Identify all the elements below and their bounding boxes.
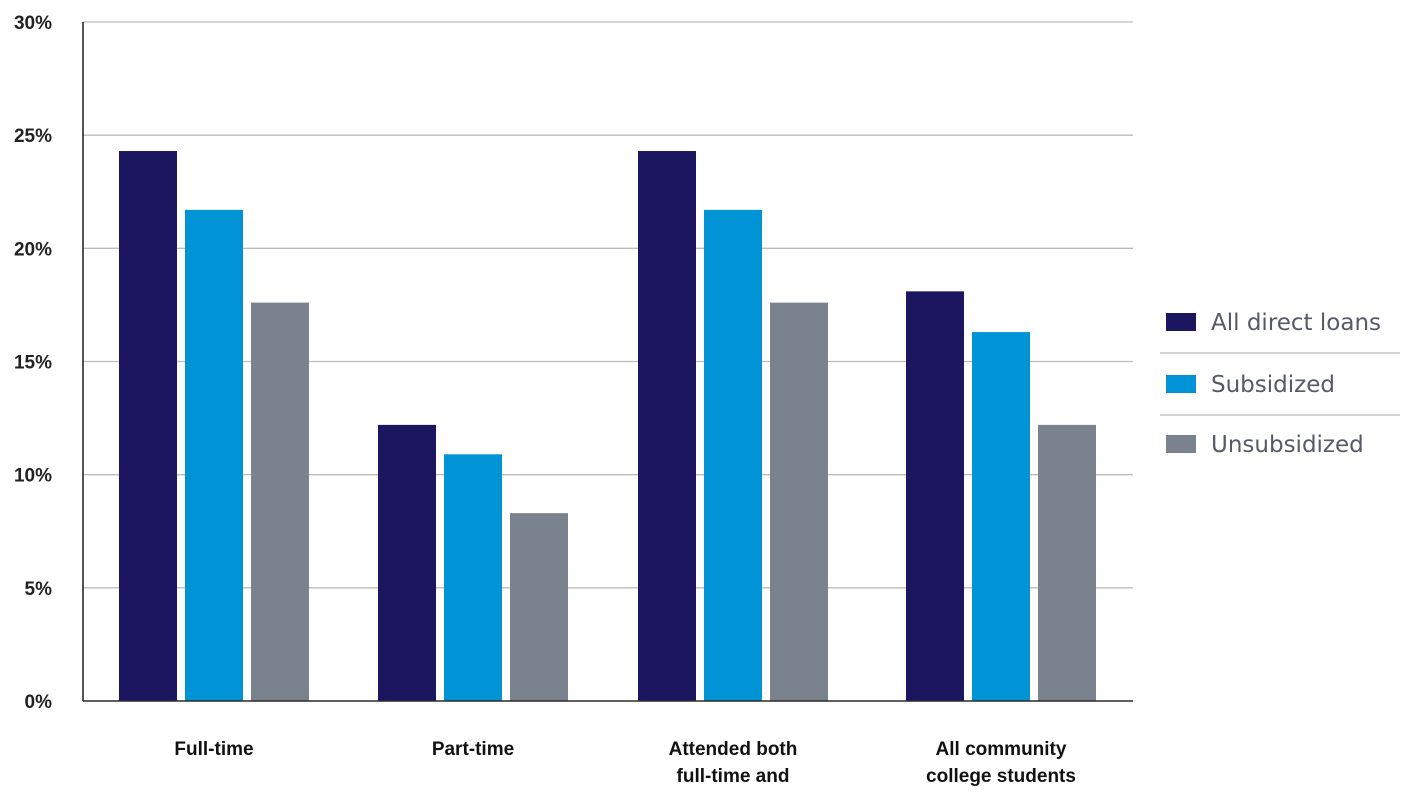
- bar: [119, 151, 177, 701]
- axes: [82, 22, 1133, 702]
- legend-label: All direct loans: [1211, 310, 1381, 336]
- legend-label: Unsubsidized: [1211, 432, 1364, 458]
- y-tick-label: 5%: [25, 579, 53, 600]
- bar: [378, 424, 436, 701]
- bar: [704, 209, 762, 701]
- bar: [770, 302, 828, 701]
- legend-swatch: [1166, 375, 1196, 393]
- bar: [1038, 424, 1096, 701]
- bar: [185, 209, 243, 701]
- x-category-label: Part-time: [432, 739, 514, 760]
- x-category-label: Full-time: [174, 739, 253, 760]
- y-tick-label: 15%: [14, 353, 52, 374]
- y-axis-tick-labels: 0% 5% 10% 15% 20% 25% 30%: [14, 13, 52, 713]
- legend-swatch: [1166, 435, 1196, 453]
- y-tick-label: 10%: [14, 466, 52, 487]
- bar: [972, 332, 1030, 701]
- x-axis-category-labels: Full-time Part-time Attended both full-time…: [174, 739, 1076, 795]
- y-tick-label: 30%: [14, 13, 52, 34]
- legend: All direct loans Subsidized Unsubsidized: [1160, 310, 1400, 458]
- x-category-label: full-time and: [677, 766, 790, 787]
- bar: [638, 151, 696, 701]
- x-category-label: All community: [936, 739, 1067, 760]
- x-category-label: part-time: [692, 793, 773, 795]
- x-category-label: Attended both: [669, 739, 798, 760]
- legend-swatch: [1166, 313, 1196, 331]
- bar: [251, 302, 309, 701]
- bar: [444, 454, 502, 701]
- bars: [119, 151, 1096, 701]
- x-category-label: college students: [926, 766, 1076, 787]
- bar: [510, 513, 568, 701]
- y-tick-label: 25%: [14, 126, 52, 147]
- y-tick-label: 0%: [25, 692, 53, 713]
- bar: [906, 291, 964, 701]
- y-tick-label: 20%: [14, 239, 52, 260]
- legend-label: Subsidized: [1211, 372, 1335, 398]
